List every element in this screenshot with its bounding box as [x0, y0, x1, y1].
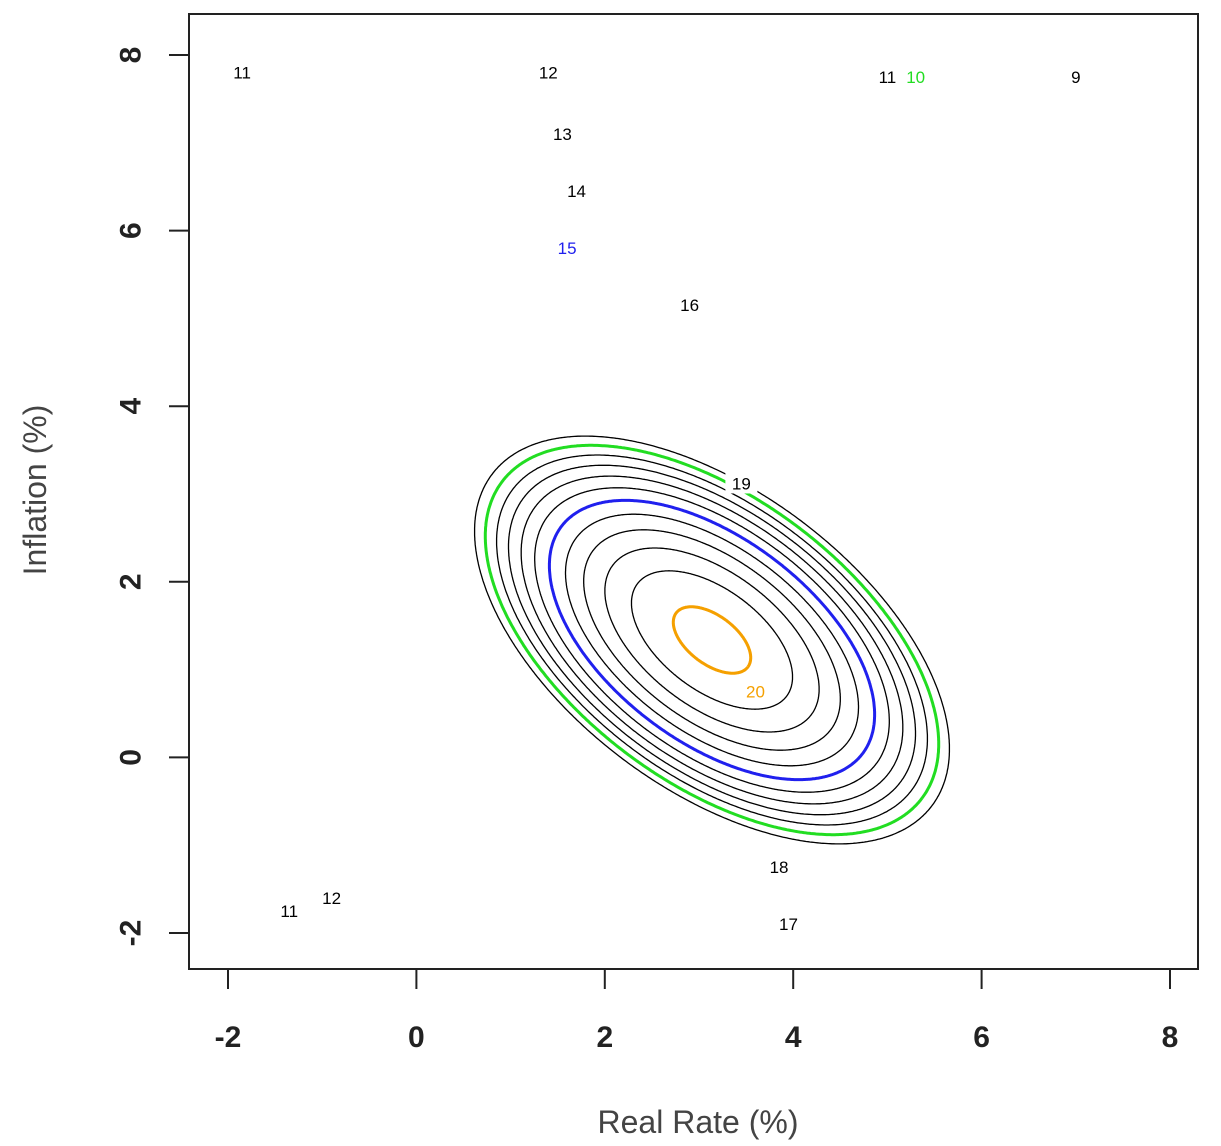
x-tick-label-2: 2	[596, 1021, 613, 1054]
contour-label-14: 14	[567, 182, 586, 201]
contour-label-bg-4	[673, 293, 706, 316]
y-axis-title: Inflation (%)	[17, 405, 53, 576]
contour-label-11: 11	[233, 64, 251, 83]
contour-label-bg-10	[871, 64, 904, 87]
contour-line-10	[483, 443, 941, 837]
x-axis: -2 0 2 4 6 8	[215, 968, 1179, 1054]
y-tick-label-6: 6	[115, 222, 148, 239]
contour-label-bg-11	[899, 64, 932, 87]
contour-label-bg-14	[273, 899, 306, 922]
contour-line-18	[604, 547, 820, 733]
contour-line-16	[564, 513, 860, 767]
y-axis: -2 0 2 4 6 8	[115, 47, 190, 947]
x-tick-label--2: -2	[215, 1021, 242, 1054]
contour-label-bg-1	[725, 471, 758, 494]
contour-line-14	[534, 487, 890, 793]
contour-label-bg-8	[532, 60, 565, 83]
contour-label-19: 19	[732, 474, 751, 493]
x-axis-title: Real Rate (%)	[598, 1104, 799, 1140]
contour-line-9	[473, 435, 951, 845]
contour-label-9: 9	[1071, 68, 1080, 87]
plot-frame	[188, 13, 1199, 970]
contour-line-13	[520, 475, 904, 805]
contour-label-16: 16	[680, 296, 699, 315]
contour-label-15: 15	[558, 239, 577, 258]
contour-line-17	[583, 529, 841, 751]
contour-label-11: 11	[879, 68, 897, 87]
contour-label-11: 11	[280, 902, 298, 921]
contour-label-10: 10	[906, 68, 925, 87]
y-tick-label-8: 8	[115, 47, 148, 64]
y-tick-label-0: 0	[115, 749, 148, 766]
contour-label-bg-6	[560, 179, 593, 202]
contour-label-bg-9	[226, 60, 259, 83]
contour-line-11	[495, 454, 929, 826]
contour-label-12: 12	[322, 889, 341, 908]
contour-label-17: 17	[779, 915, 798, 934]
y-tick-label--2: -2	[115, 920, 148, 947]
y-tick-label-2: 2	[115, 573, 148, 590]
x-tick-label-4: 4	[785, 1021, 802, 1054]
contour-label-12: 12	[539, 64, 558, 83]
contour-label-bg-3	[772, 912, 805, 935]
contour-label-bg-0	[739, 679, 772, 702]
contour-label-bg-2	[763, 855, 796, 878]
contour-label-bg-5	[551, 236, 584, 259]
contour-label-18: 18	[770, 858, 789, 877]
contour-line-12	[507, 464, 917, 816]
contour-lines	[473, 435, 951, 845]
contour-label-bg-7	[546, 122, 579, 145]
contour-label-bg-12	[1065, 64, 1087, 87]
contour-line-19	[630, 570, 794, 710]
contour-line-20	[671, 605, 753, 675]
contour-label-bg-13	[315, 885, 348, 908]
contour-label-13: 13	[553, 125, 572, 144]
x-tick-label-8: 8	[1162, 1021, 1179, 1054]
contour-line-15	[547, 498, 877, 782]
contour-label-20: 20	[746, 683, 765, 702]
x-tick-label-6: 6	[973, 1021, 990, 1054]
contour-level-labels: 20 19 18 17 16 15 14 13 12 11 11 10 9 12 11	[226, 60, 1087, 935]
x-tick-label-0: 0	[408, 1021, 425, 1054]
y-tick-label-4: 4	[115, 398, 148, 415]
